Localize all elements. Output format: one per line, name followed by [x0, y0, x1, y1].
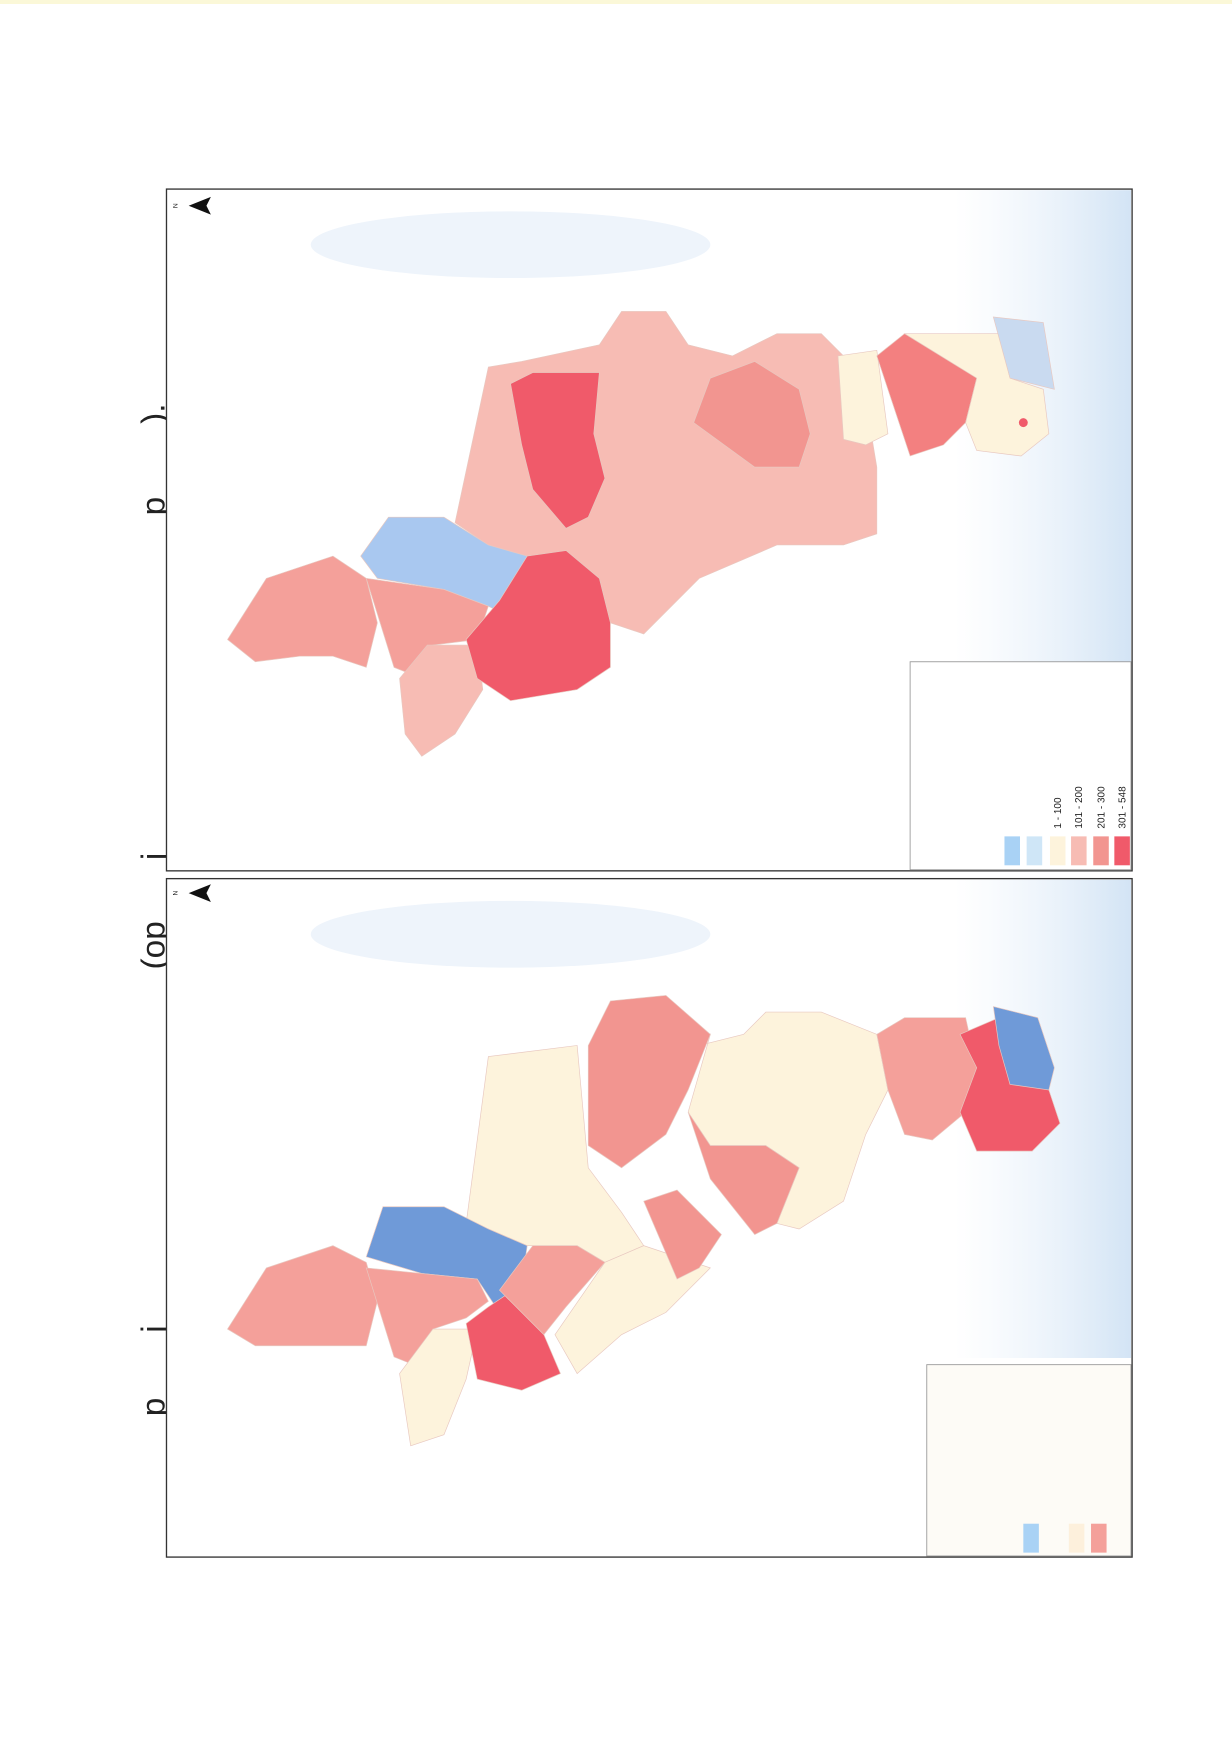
region [510, 372, 606, 529]
haze [310, 211, 711, 279]
legend-swatch [1004, 836, 1020, 866]
region [227, 555, 378, 668]
header-fragment: j [135, 853, 172, 861]
region [992, 316, 1055, 390]
legend-label: 101 - 200 [1074, 786, 1085, 829]
legend: 1 - 100 101 - 200 201 - 300 301 - 548 [909, 661, 1132, 871]
north-label: N [173, 891, 180, 896]
region [465, 1295, 561, 1391]
legend-swatch [1071, 836, 1087, 866]
header-fragment: p [135, 1398, 172, 1417]
legend-swatch [1023, 1523, 1039, 1553]
region [687, 1112, 800, 1235]
legend-label: 201 - 300 [1096, 786, 1107, 829]
region [399, 644, 484, 757]
north-arrow [188, 196, 211, 215]
region [837, 349, 889, 446]
north-arrow [188, 884, 211, 902]
legend-swatch [1093, 836, 1109, 866]
region [587, 995, 711, 1169]
header-fragment: p [135, 497, 172, 516]
regions [227, 995, 1061, 1447]
legend-swatch [1026, 836, 1043, 866]
legend-label: 1 - 100 [1053, 797, 1064, 829]
region [365, 577, 489, 679]
map-panel: N [165, 877, 1133, 1558]
legend-swatch [1049, 836, 1066, 866]
legend-swatch [1114, 836, 1130, 866]
region [399, 1328, 478, 1447]
region [1018, 418, 1028, 428]
region [554, 1245, 711, 1375]
page-content: p j (op j p ). [135, 188, 1133, 1558]
legend-box [909, 661, 1132, 871]
region [643, 1189, 722, 1280]
region [992, 1006, 1055, 1091]
region [365, 1267, 489, 1369]
scan-edge [0, 0, 1232, 4]
region [499, 1245, 606, 1336]
north-label: N [173, 203, 180, 208]
region [693, 361, 811, 468]
header-fragment: ). [135, 404, 172, 424]
legend-swatch [1091, 1523, 1107, 1553]
legend [926, 1364, 1132, 1557]
header-fragment: j [135, 1325, 172, 1333]
map-panel: N 1 - 100 101 - 200 201 - 300 301 - 548 [165, 188, 1133, 872]
legend-swatch [1068, 1523, 1085, 1553]
region [465, 550, 611, 702]
legend-label: 301 - 548 [1117, 786, 1128, 829]
regions [227, 311, 1055, 757]
haze [310, 900, 711, 968]
